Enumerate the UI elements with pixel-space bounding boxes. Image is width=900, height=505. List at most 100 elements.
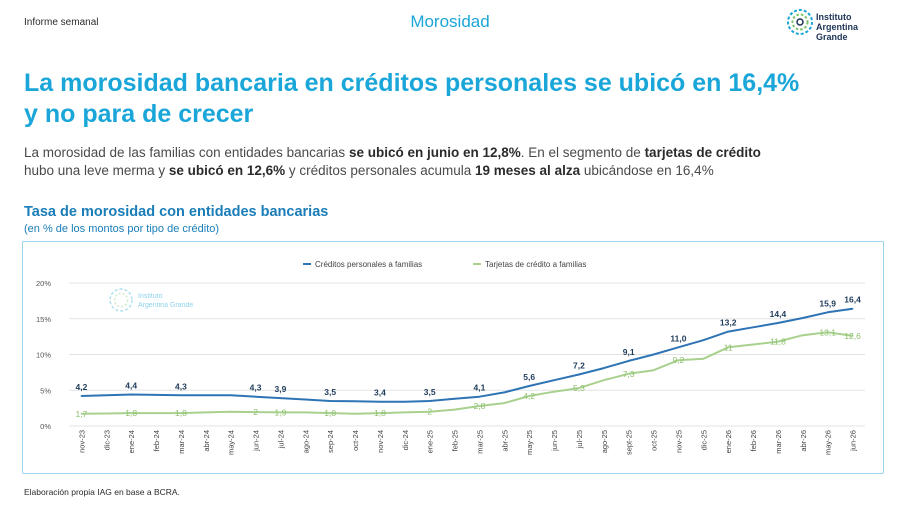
data-label: 4,3 (175, 381, 187, 391)
x-tick-label: abr-26 (799, 430, 808, 452)
data-point (528, 385, 530, 387)
data-point (702, 339, 705, 341)
data-point (404, 411, 406, 414)
data-label: 14,4 (770, 309, 787, 319)
series-line (81, 331, 853, 415)
section-title: Morosidad (410, 12, 490, 31)
x-tick-label: sep-24 (326, 430, 335, 453)
data-point (80, 413, 83, 415)
data-label: 3,5 (424, 387, 436, 397)
source-note: Elaboración propia IAG en base a BCRA. (24, 487, 180, 497)
data-point (578, 373, 580, 376)
lede-highlight: 19 meses al alza (475, 163, 581, 178)
data-point (528, 395, 530, 397)
data-label: 13,2 (720, 318, 737, 328)
data-label: 5,6 (523, 372, 535, 382)
data-label: 1,8 (374, 408, 386, 418)
x-tick-label: jul-25 (575, 430, 584, 449)
chart-legend: Créditos personales a familias Tarjetas d… (303, 260, 586, 269)
headline-line1: La morosidad bancaria en créditos person… (24, 69, 800, 97)
data-point (354, 400, 356, 403)
data-point (553, 390, 555, 393)
data-label: 1,9 (275, 407, 287, 417)
x-tick-label: ene-25 (426, 430, 435, 453)
watermark-logo-inner-icon (113, 292, 129, 308)
data-point (329, 412, 331, 414)
data-point (826, 331, 829, 334)
data-label: 9,2 (673, 355, 685, 365)
data-label: 9,1 (623, 347, 635, 357)
x-tick-label: dic-25 (699, 430, 708, 450)
lede-text: y créditos personales acumula (285, 163, 475, 178)
x-tick-label: mar-25 (475, 430, 484, 454)
data-point (603, 379, 605, 382)
data-point (453, 398, 456, 400)
data-point (652, 353, 655, 356)
x-tick-label: oct-25 (650, 430, 659, 451)
logo-mark-icon (787, 9, 813, 35)
data-point (802, 317, 804, 319)
y-tick-label: 20% (36, 279, 51, 288)
data-point (229, 394, 232, 397)
data-point (379, 412, 381, 414)
x-tick-label: dic-23 (102, 430, 111, 450)
data-label: 4,2 (76, 382, 88, 392)
data-point (304, 398, 307, 401)
x-tick-label: oct-24 (351, 430, 360, 451)
data-point (229, 410, 232, 413)
series-line (81, 307, 853, 403)
watermark-text-line2: Argentina Grande (138, 302, 193, 309)
x-tick-label: may-25 (525, 430, 534, 455)
data-point (652, 369, 655, 372)
data-point (304, 411, 307, 414)
lede-highlight: se ubicó en junio en 12,8% (348, 145, 521, 160)
lede-text: . En el segmento de (520, 145, 645, 160)
data-point (503, 402, 506, 404)
data-point (627, 373, 630, 375)
x-tick-label: ene-26 (724, 430, 733, 453)
data-label: 3,9 (275, 384, 287, 394)
data-point (677, 346, 680, 349)
data-point (80, 395, 83, 397)
data-point (105, 412, 108, 415)
headline: La morosidad bancaria en créditos person… (24, 68, 884, 130)
data-point (603, 367, 605, 369)
lede-highlight: tarjetas de crédito (644, 145, 761, 160)
data-point (428, 410, 431, 413)
line-chart: Créditos personales a familias Tarjetas d… (36, 260, 865, 455)
data-point (105, 394, 108, 397)
data-point (777, 322, 779, 324)
x-tick-label: nov-23 (77, 430, 86, 453)
chart-title: Tasa de morosidad con entidades bancaria… (24, 204, 329, 220)
data-label: 1,8 (125, 408, 137, 418)
data-point (254, 395, 257, 398)
data-label: 4,4 (125, 381, 137, 391)
y-tick-label: 15% (36, 315, 51, 324)
data-label: 4,1 (474, 383, 486, 393)
data-label: 7,2 (573, 361, 585, 371)
data-label: 15,9 (819, 298, 836, 308)
watermark-logo-icon (109, 288, 133, 312)
watermark-text-line1: Instituto (138, 293, 163, 300)
x-tick-label: abr-25 (500, 430, 509, 452)
data-label: 13,1 (819, 327, 836, 337)
data-label: 1,8 (324, 408, 336, 418)
lede-text: hubo una leve merma y (24, 163, 169, 178)
data-point (777, 340, 779, 343)
logo-text-line1: Instituto (816, 12, 852, 22)
data-point (851, 307, 854, 310)
data-point (627, 360, 630, 362)
x-tick-label: sept-25 (625, 430, 634, 455)
data-point (180, 412, 182, 414)
data-point (180, 394, 182, 397)
x-tick-label: mar-26 (774, 430, 783, 454)
data-point (205, 411, 207, 414)
lede-highlight: se ubicó en 12,6% (168, 163, 286, 178)
data-point (130, 412, 132, 414)
data-label: 3,5 (324, 387, 336, 397)
y-tick-label: 10% (36, 351, 51, 360)
data-point (453, 408, 456, 411)
x-tick-label: ene-24 (127, 430, 136, 453)
data-point (478, 405, 481, 407)
data-point (379, 400, 381, 403)
